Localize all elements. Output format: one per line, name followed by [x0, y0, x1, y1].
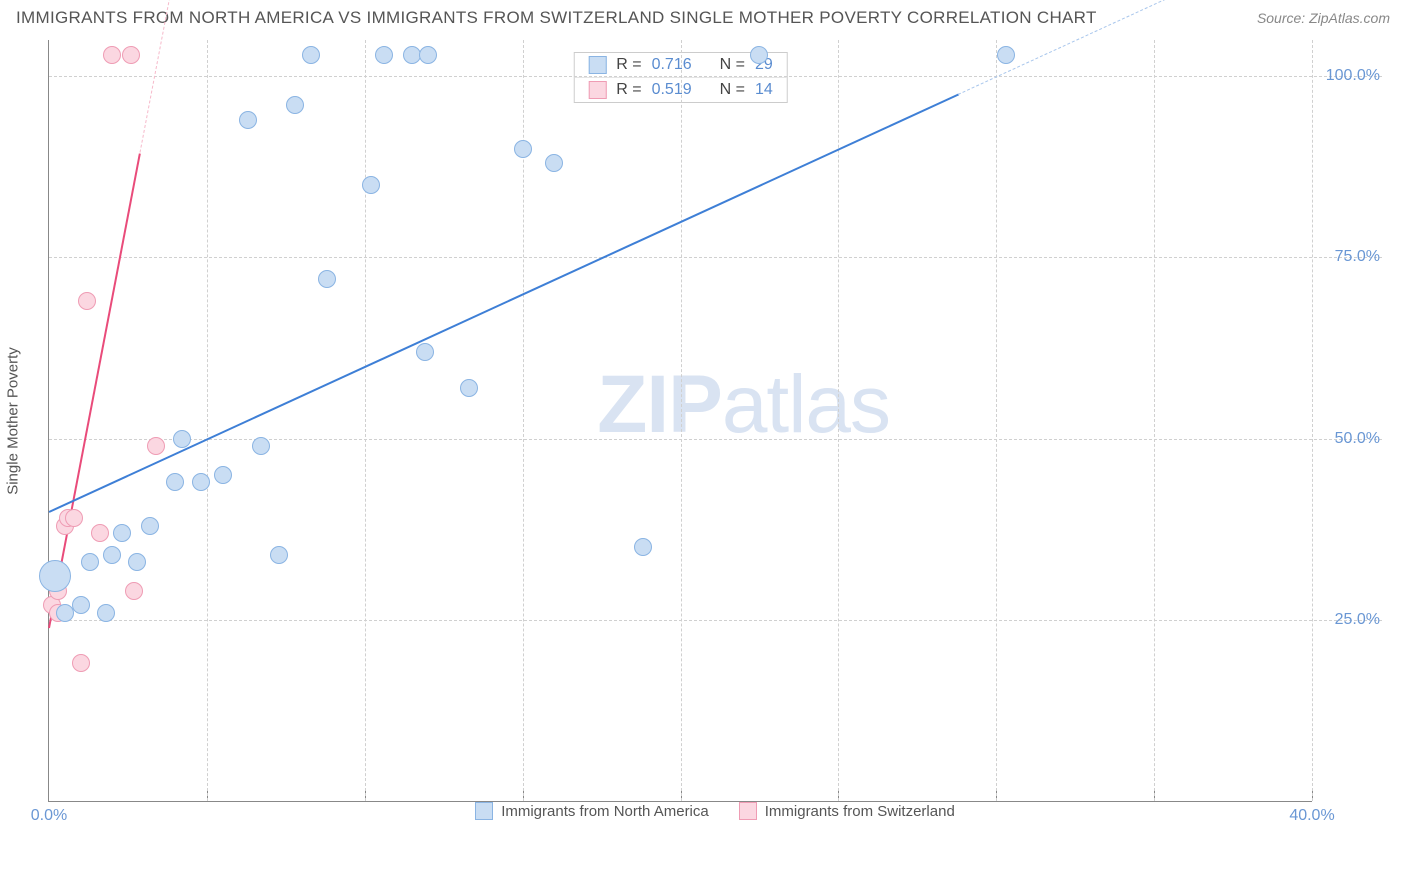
legend-swatch	[588, 56, 606, 74]
r-label: R =	[616, 56, 641, 74]
gridline-v-dash	[1154, 40, 1155, 801]
switzerland-point	[72, 654, 90, 672]
north-america-point	[286, 96, 304, 114]
watermark-light: atlas	[722, 359, 890, 450]
switzerland-point	[125, 582, 143, 600]
gridline-v-dash	[996, 40, 997, 801]
r-label: R =	[616, 81, 641, 99]
gridline-h	[49, 439, 1382, 440]
north-america-point	[997, 46, 1015, 64]
source-credit: Source: ZipAtlas.com	[1257, 10, 1390, 26]
north-america-point	[72, 596, 90, 614]
chart-title: IMMIGRANTS FROM NORTH AMERICA VS IMMIGRA…	[16, 8, 1097, 28]
north-america-point	[103, 546, 121, 564]
source-prefix: Source:	[1257, 10, 1309, 26]
y-tick-label: 100.0%	[1326, 67, 1380, 85]
switzerland-point	[122, 46, 140, 64]
gridline-h	[49, 76, 1382, 77]
north-america-point	[128, 553, 146, 571]
north-america-point	[270, 546, 288, 564]
gridline-v-dash	[365, 40, 366, 801]
north-america-point	[141, 517, 159, 535]
switzerland-point	[147, 437, 165, 455]
n-label: N =	[720, 56, 745, 74]
trend-line	[49, 94, 959, 513]
legend-swatch	[588, 81, 606, 99]
legend-swatch	[475, 802, 493, 820]
north-america-point	[173, 430, 191, 448]
north-america-point	[419, 46, 437, 64]
gridline-v-dash	[1312, 40, 1313, 801]
switzerland-point	[78, 292, 96, 310]
watermark-bold: ZIP	[597, 359, 722, 450]
series-legend-item: Immigrants from Switzerland	[739, 802, 955, 820]
north-america-point	[634, 538, 652, 556]
y-tick-label: 75.0%	[1335, 248, 1380, 266]
north-america-point	[113, 524, 131, 542]
plot-area: Single Mother Poverty ZIPatlas R =0.716N…	[48, 40, 1312, 802]
north-america-point	[39, 560, 71, 592]
switzerland-point	[91, 524, 109, 542]
north-america-point	[166, 473, 184, 491]
y-tick-label: 25.0%	[1335, 611, 1380, 629]
north-america-point	[239, 111, 257, 129]
north-america-point	[750, 46, 768, 64]
north-america-point	[460, 379, 478, 397]
north-america-point	[302, 46, 320, 64]
n-label: N =	[720, 81, 745, 99]
north-america-point	[192, 473, 210, 491]
north-america-point	[97, 604, 115, 622]
north-america-point	[362, 176, 380, 194]
north-america-point	[416, 343, 434, 361]
north-america-point	[214, 466, 232, 484]
switzerland-point	[103, 46, 121, 64]
gridline-v-dash	[207, 40, 208, 801]
north-america-point	[81, 553, 99, 571]
north-america-point	[318, 270, 336, 288]
north-america-point	[252, 437, 270, 455]
chart-area: Single Mother Poverty ZIPatlas R =0.716N…	[48, 32, 1382, 822]
series-label: Immigrants from Switzerland	[765, 803, 955, 820]
gridline-v-dash	[838, 40, 839, 801]
y-axis-label: Single Mother Poverty	[5, 347, 22, 495]
gridline-h	[49, 620, 1382, 621]
switzerland-point	[65, 509, 83, 527]
north-america-point	[514, 140, 532, 158]
r-value: 0.716	[652, 56, 692, 74]
legend-swatch	[739, 802, 757, 820]
n-value: 14	[755, 81, 773, 99]
series-legend: Immigrants from North America Immigrants …	[48, 802, 1382, 820]
gridline-h	[49, 257, 1382, 258]
north-america-point	[375, 46, 393, 64]
source-name: ZipAtlas.com	[1309, 10, 1390, 26]
gridline-v-dash	[681, 40, 682, 801]
y-tick-label: 50.0%	[1335, 430, 1380, 448]
r-value: 0.519	[652, 81, 692, 99]
north-america-point	[545, 154, 563, 172]
series-legend-item: Immigrants from North America	[475, 802, 709, 820]
series-label: Immigrants from North America	[501, 803, 709, 820]
header: IMMIGRANTS FROM NORTH AMERICA VS IMMIGRA…	[0, 0, 1406, 32]
